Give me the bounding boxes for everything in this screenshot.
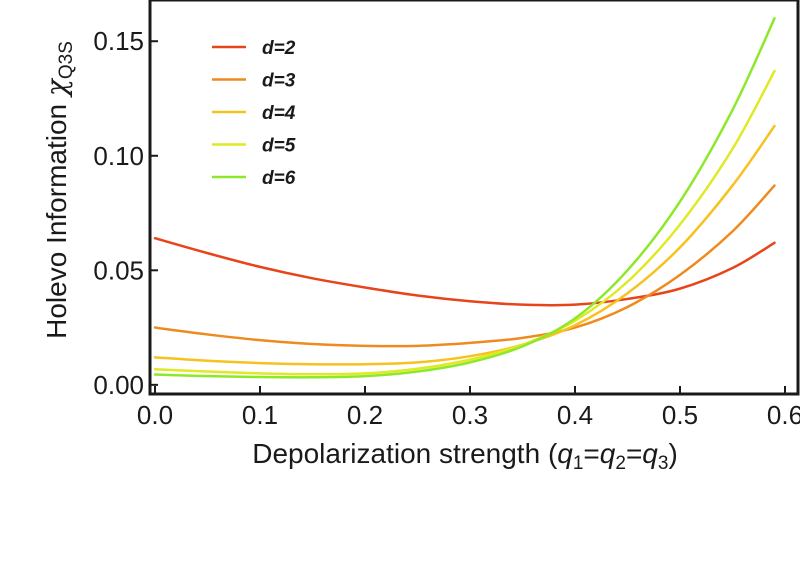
y-tick-label: 0.10	[93, 141, 144, 171]
x-tick-label: 0.3	[452, 400, 488, 430]
x-tick-label: 0.2	[347, 400, 383, 430]
y-tick-label: 0.00	[93, 370, 144, 400]
y-tick-label: 0.05	[93, 255, 144, 285]
legend-label: d=6	[262, 168, 296, 189]
series-line-d4	[153, 124, 776, 366]
x-tick-label: 0.5	[662, 400, 698, 430]
legend-label: d=3	[262, 71, 296, 92]
x-tick-label: 0.1	[242, 400, 278, 430]
series-line-d6	[153, 17, 776, 379]
series-line-d5	[153, 69, 776, 376]
plot-frame	[148, 0, 800, 396]
legend-label: d=2	[262, 38, 296, 59]
series-line-d2	[153, 236, 776, 307]
x-tick-label: 0.0	[137, 400, 173, 430]
legend-label: d=4	[262, 103, 296, 124]
x-tick-label: 0.6	[767, 400, 800, 430]
legend: d=2 d=3 d=4 d=5 d=6	[212, 38, 296, 189]
x-ticks: 0.0 0.1 0.2 0.3 0.4 0.5 0.6	[137, 386, 800, 430]
x-tick-label: 0.4	[557, 400, 593, 430]
series-lines	[153, 17, 776, 379]
series-line-d3	[153, 184, 776, 348]
y-axis-label: Holevo Information χQ3S	[40, 41, 77, 339]
y-tick-label: 0.15	[93, 26, 144, 56]
y-ticks: 0.00 0.05 0.10 0.15	[93, 26, 158, 400]
legend-label: d=5	[262, 136, 296, 157]
x-axis-label: Depolarization strength (q1=q2=q3)	[252, 438, 678, 474]
